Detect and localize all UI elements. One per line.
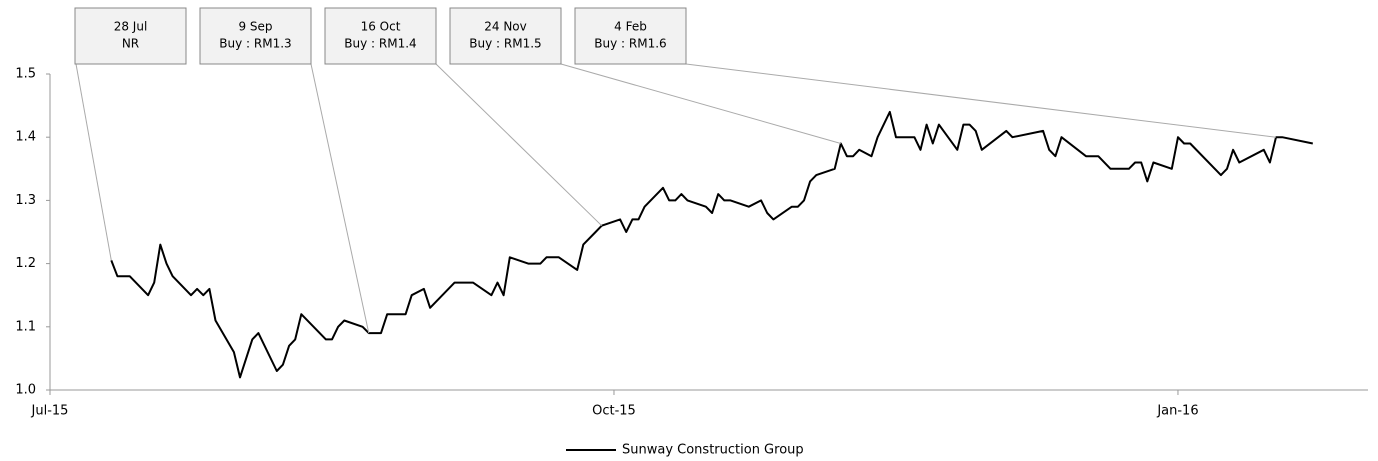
annotation-box (74, 7, 187, 65)
annotation-leader (685, 63, 1277, 138)
annotation-label: Buy : RM1.4 (344, 37, 416, 51)
x-tick-label: Oct-15 (592, 404, 636, 419)
annotation-leader (435, 63, 603, 227)
x-tick-label: Jul-15 (31, 404, 69, 419)
annotation-label: Buy : RM1.3 (219, 37, 291, 51)
annotation-date: 24 Nov (484, 20, 527, 34)
annotation-date: 28 Jul (114, 20, 148, 34)
annotation-label: Buy : RM1.5 (469, 37, 541, 51)
annotation-leader (75, 63, 112, 261)
y-tick-label: 1.4 (15, 130, 36, 145)
y-tick-label: 1.1 (15, 319, 36, 334)
annotation-date: 16 Oct (361, 20, 401, 34)
y-tick-label: 1.5 (15, 67, 36, 82)
annotation-date: 9 Sep (238, 20, 272, 34)
annotation-label: NR (122, 37, 139, 51)
annotation-box (574, 7, 687, 65)
annotation-box (449, 7, 562, 65)
annotation-box (324, 7, 437, 65)
annotation-date: 4 Feb (614, 20, 647, 34)
annotation-label: Buy : RM1.6 (594, 37, 666, 51)
legend-label: Sunway Construction Group (622, 443, 804, 458)
y-tick-label: 1.2 (15, 256, 36, 271)
annotation-box (199, 7, 312, 65)
x-tick-label: Jan-16 (1156, 404, 1198, 419)
price-line (110, 110, 1314, 379)
annotation-leader (560, 63, 841, 145)
y-tick-label: 1.0 (15, 383, 36, 398)
y-tick-label: 1.3 (15, 193, 36, 208)
annotation-leader (310, 63, 370, 334)
